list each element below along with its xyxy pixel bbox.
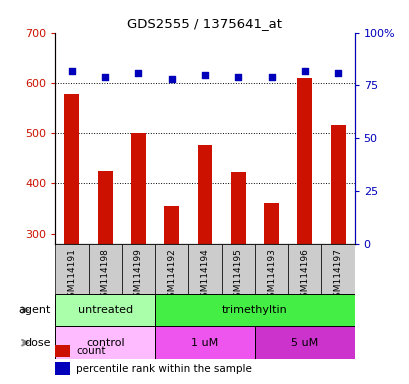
Text: 5 uM: 5 uM	[290, 338, 318, 348]
Text: percentile rank within the sample: percentile rank within the sample	[76, 364, 252, 374]
Text: trimethyltin: trimethyltin	[221, 305, 287, 315]
Bar	[164, 206, 179, 244]
Point	[267, 74, 274, 80]
Point	[168, 76, 175, 82]
Point	[234, 74, 241, 80]
Bar	[88, 244, 121, 294]
Bar	[131, 133, 146, 244]
Bar	[97, 171, 112, 244]
Bar	[121, 244, 155, 294]
Bar	[288, 244, 321, 294]
Text: untreated: untreated	[77, 305, 133, 315]
Bar	[55, 294, 155, 326]
Point	[102, 74, 108, 80]
Bar	[230, 172, 245, 244]
Point	[201, 72, 208, 78]
Text: control: control	[86, 338, 124, 348]
Bar	[155, 326, 254, 359]
Text: GSM114196: GSM114196	[299, 248, 308, 303]
Text: GSM114197: GSM114197	[333, 248, 342, 303]
Bar	[254, 244, 288, 294]
Title: GDS2555 / 1375641_at: GDS2555 / 1375641_at	[127, 17, 282, 30]
Text: agent: agent	[19, 305, 51, 315]
Bar	[155, 294, 354, 326]
Text: dose: dose	[25, 338, 51, 348]
Point	[69, 68, 75, 74]
Bar	[55, 362, 70, 375]
Bar	[64, 94, 79, 244]
Text: GSM114191: GSM114191	[67, 248, 76, 303]
Text: GSM114193: GSM114193	[266, 248, 275, 303]
Point	[334, 70, 340, 76]
Bar	[55, 345, 70, 357]
Bar	[55, 326, 155, 359]
Bar	[188, 244, 221, 294]
Text: GSM114194: GSM114194	[200, 248, 209, 303]
Point	[135, 70, 142, 76]
Text: GSM114198: GSM114198	[101, 248, 110, 303]
Text: GSM114192: GSM114192	[167, 248, 176, 303]
Point	[301, 68, 307, 74]
Bar	[155, 244, 188, 294]
Bar	[254, 326, 354, 359]
Bar	[221, 244, 254, 294]
Bar	[55, 244, 88, 294]
Bar	[321, 244, 354, 294]
Text: count: count	[76, 346, 106, 356]
Bar	[297, 78, 312, 244]
Text: GSM114195: GSM114195	[233, 248, 242, 303]
Bar	[197, 145, 212, 244]
Text: GSM114199: GSM114199	[134, 248, 143, 303]
Bar	[263, 203, 278, 244]
Text: 1 uM: 1 uM	[191, 338, 218, 348]
Bar	[330, 125, 345, 244]
